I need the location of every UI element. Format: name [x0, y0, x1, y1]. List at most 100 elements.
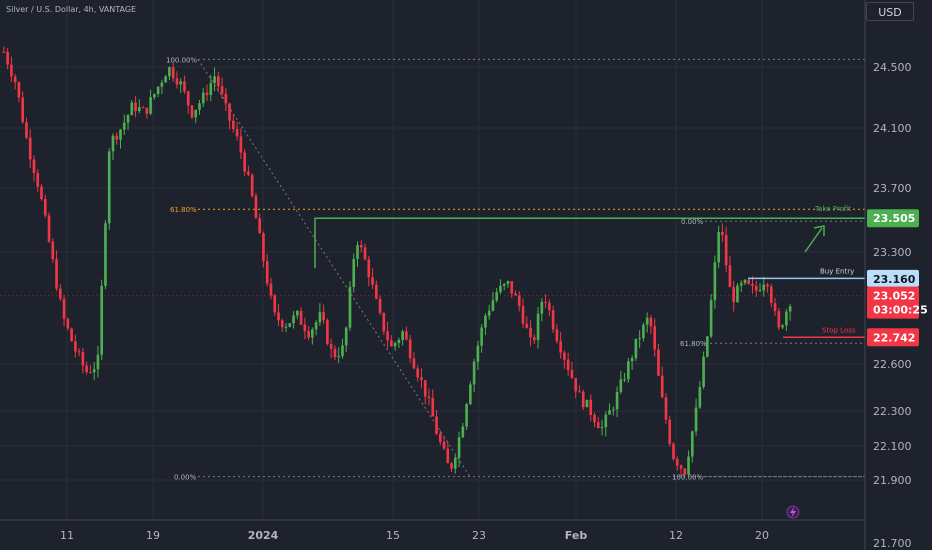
candle-body — [250, 174, 254, 196]
candle-body — [149, 97, 152, 114]
candle-body — [89, 372, 92, 374]
candle-body — [769, 286, 773, 304]
candle-body — [17, 82, 21, 98]
candle-body — [356, 245, 359, 260]
candle-body — [371, 277, 374, 285]
candle-body — [548, 302, 551, 311]
candle-body — [698, 386, 702, 408]
price-tick-label: 24.500 — [873, 61, 912, 74]
candle-body — [739, 283, 743, 286]
trade-levels: Take Profit Buy Entry Stop Loss — [0, 205, 865, 339]
price-tick-label: 22.300 — [873, 405, 912, 418]
candle-body — [420, 377, 423, 381]
candle-body — [280, 320, 284, 328]
candle-body — [581, 391, 585, 408]
candle-body — [186, 91, 190, 106]
candle-body — [115, 135, 119, 140]
candle-body — [295, 310, 299, 316]
candle-body — [344, 327, 348, 346]
candle-body — [450, 463, 453, 469]
candle-body — [363, 247, 367, 260]
candle-body — [265, 261, 269, 284]
candle-body — [277, 312, 280, 321]
candle-body — [585, 399, 589, 408]
candle-body — [690, 431, 694, 457]
candle-body — [134, 102, 137, 112]
candle-body — [423, 380, 427, 397]
candle-body — [438, 434, 442, 442]
candle-body — [660, 375, 664, 398]
candle-body — [254, 195, 258, 219]
candle-body — [593, 414, 596, 423]
candle-body — [36, 172, 40, 187]
chart-grid — [0, 0, 865, 520]
price-tick-label: 24.100 — [873, 122, 912, 135]
candle-body — [529, 327, 532, 338]
candle-body — [416, 368, 420, 378]
candle-body — [119, 129, 122, 140]
candle-body — [732, 287, 736, 303]
candle-body — [198, 103, 201, 110]
candle-body — [299, 310, 303, 325]
candle-body — [213, 76, 216, 84]
currency-button[interactable]: USD — [866, 2, 914, 21]
price-tick-label: 23.300 — [873, 246, 912, 259]
time-tick-label: 2024 — [248, 529, 279, 542]
candle-body — [540, 301, 544, 314]
fib-right-top-label: 0.00% — [681, 218, 704, 226]
current-price-tag-bg — [867, 286, 919, 319]
candle-body — [145, 107, 149, 114]
candle-body — [216, 76, 220, 87]
take-profit-tag-bg — [867, 209, 919, 228]
candle-body — [638, 338, 641, 340]
candle-body — [412, 358, 416, 369]
candle-body — [679, 465, 683, 469]
candle-body — [179, 81, 183, 85]
candle-body — [13, 76, 17, 83]
candle-body — [153, 93, 156, 98]
candle-body — [130, 102, 134, 116]
candle-body — [781, 325, 784, 328]
candle-body — [743, 279, 747, 284]
candle-body — [717, 232, 720, 263]
candle-body — [288, 323, 292, 327]
candle-body — [40, 186, 43, 199]
stop-loss-tag-text: 22.742 — [873, 331, 915, 344]
candle-body — [683, 468, 687, 475]
candle-body — [329, 344, 333, 349]
candle-body — [137, 107, 141, 112]
candle-body — [619, 379, 623, 392]
candle-body — [201, 92, 205, 104]
candle-body — [551, 310, 555, 330]
candle-body — [578, 391, 581, 393]
candle-body — [615, 391, 619, 410]
stop-loss-tag-bg — [867, 328, 919, 347]
candle-body — [777, 311, 781, 328]
candle-body — [122, 122, 126, 130]
fib-right-mid-label: 61.80% — [680, 340, 707, 348]
candle-body — [457, 437, 461, 458]
time-axis[interactable]: 11 19 2024 15 23 Feb 12 20 — [0, 519, 865, 542]
candle-body — [589, 399, 593, 415]
candle-body — [190, 105, 194, 118]
candle-body — [164, 76, 167, 83]
candle-body — [401, 331, 404, 340]
candle-body — [754, 285, 758, 291]
candle-body — [359, 245, 363, 248]
candle-body — [51, 241, 55, 260]
candle-body — [382, 312, 386, 332]
candle-body — [224, 93, 228, 104]
price-axis[interactable]: 24.500 24.100 23.700 23.300 22.600 22.300 22.1… — [864, 0, 912, 550]
price-tick-label: 22.600 — [873, 358, 912, 371]
candle-body — [62, 298, 66, 319]
fib-retracements: 100.00% 61.80% 0.00% 0.00% 61.80% 100.00% — [166, 56, 865, 482]
candle-body — [314, 322, 318, 330]
candle-body — [544, 301, 547, 303]
candle-body — [721, 232, 724, 236]
candle-body — [724, 235, 728, 266]
candle-body — [608, 410, 611, 415]
candle-body — [785, 311, 788, 326]
candle-body — [141, 107, 145, 109]
fib-left-trendline — [197, 59, 471, 477]
